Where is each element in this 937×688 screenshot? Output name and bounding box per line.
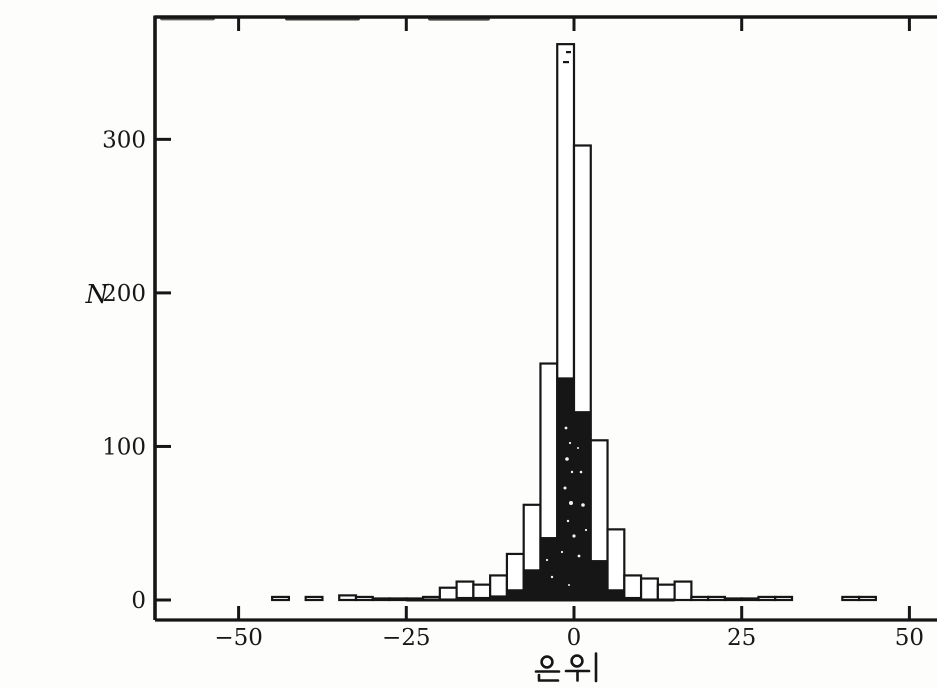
noise-speck <box>569 501 573 505</box>
noise-speck <box>566 51 571 54</box>
open-histogram-bar <box>841 595 861 602</box>
noise-speck <box>563 486 567 490</box>
noise-speck <box>581 503 585 507</box>
filled-histogram-bar <box>590 560 608 602</box>
filled-histogram-bar <box>557 377 574 602</box>
noise-speck <box>568 584 570 586</box>
filled-histogram-bar <box>473 596 491 602</box>
noise-speck <box>566 519 570 523</box>
open-histogram-bar <box>857 595 877 602</box>
filled-histogram-bar <box>641 598 658 602</box>
noise-speck <box>579 470 583 474</box>
open-histogram-bar <box>304 595 324 602</box>
open-histogram-bar <box>388 597 408 602</box>
open-histogram-bar <box>673 580 693 602</box>
open-histogram-bar <box>371 597 391 602</box>
open-histogram-bar <box>774 595 794 602</box>
filled-histogram-bar <box>456 596 474 602</box>
x-tick-label: −50 <box>214 625 263 651</box>
y-tick-label: 100 <box>102 434 146 460</box>
filled-histogram-bar <box>490 595 507 602</box>
noise-speck <box>568 441 572 445</box>
filled-histogram-bar <box>439 598 457 602</box>
noise-speck <box>563 61 569 64</box>
x-tick-label: 50 <box>895 625 924 651</box>
noise-speck <box>577 447 579 449</box>
open-histogram-bar <box>438 586 458 602</box>
noise-speck <box>570 470 574 474</box>
filled-histogram-bar <box>540 537 558 602</box>
open-histogram-bar <box>354 595 374 602</box>
noise-speck <box>577 554 581 558</box>
x-tick-label: 25 <box>727 625 756 651</box>
open-histogram-bar <box>656 583 676 602</box>
scan-artifact <box>285 15 360 21</box>
noise-speck <box>550 575 554 579</box>
open-histogram-bar <box>690 595 710 602</box>
open-histogram-bar <box>623 574 643 602</box>
x-tick-label: −25 <box>382 625 431 651</box>
noise-speck <box>565 457 569 461</box>
plot-area: −50 −25 0 25 50 0 100 200 300 <box>102 15 937 651</box>
noise-speck <box>560 550 564 554</box>
noise-speck <box>584 528 588 532</box>
open-histogram-bar <box>757 595 777 602</box>
filled-histogram-bar <box>506 589 524 602</box>
y-axis-label: N <box>85 280 110 310</box>
filled-histogram-bar <box>523 569 541 602</box>
open-histogram-bar <box>639 577 659 602</box>
open-histogram-bar <box>723 597 743 602</box>
filled-histogram-bar <box>657 598 675 602</box>
filled-histogram-bar <box>624 596 642 602</box>
filled-histogram-bar <box>406 598 424 602</box>
y-tick-label: 0 <box>131 588 146 614</box>
scan-artifact <box>428 16 490 21</box>
open-histogram-bar <box>271 595 291 602</box>
open-histogram-bar <box>740 597 760 602</box>
noise-speck <box>545 558 549 562</box>
noise-speck <box>572 534 576 538</box>
open-histogram-bar <box>338 594 358 602</box>
noise-speck <box>564 426 568 430</box>
y-tick-label: 200 <box>102 281 146 307</box>
scan-artifact <box>160 16 215 21</box>
x-tick-label: 0 <box>567 625 582 651</box>
open-histogram-bar <box>707 595 727 602</box>
x-axis-label-glyphs <box>534 652 598 683</box>
filled-histogram-bar <box>423 598 440 602</box>
filled-histogram-bar <box>607 589 625 602</box>
y-tick-label: 300 <box>102 127 146 153</box>
